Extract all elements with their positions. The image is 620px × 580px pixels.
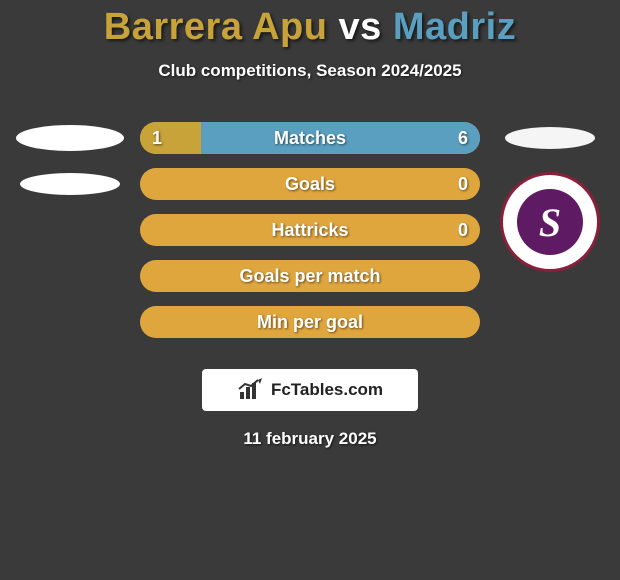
branding: FcTables.com [202,369,418,411]
bar-right-val: 0 [458,214,468,246]
subtitle: Club competitions, Season 2024/2025 [0,61,620,81]
bar-matches: 1 Matches 6 [140,122,480,154]
bar-label: Min per goal [140,306,480,338]
bar-label: Goals per match [140,260,480,292]
bar-hattricks: Hattricks 0 [140,214,480,246]
left-side [0,173,140,195]
branding-text: FcTables.com [271,380,383,400]
bar-right-val: 0 [458,168,468,200]
left-side [0,125,140,151]
left-mark-2 [20,173,120,195]
bar-goals: Goals 0 [140,168,480,200]
chart-icon [237,378,265,402]
club-emblem: S [500,172,600,272]
date-line: 11 february 2025 [0,429,620,449]
emblem-letter: S [539,199,561,246]
right-mark-upper [505,127,595,149]
bar-right-val: 6 [458,122,468,154]
bar-label: Goals [140,168,480,200]
title-vs: vs [327,6,392,48]
stat-row: Min per goal [0,299,620,345]
title-left: Barrera Apu [104,6,328,48]
page-title: Barrera Apu vs Madriz [0,0,620,49]
bar-label: Hattricks [140,214,480,246]
right-side [480,127,620,149]
club-emblem-inner: S [517,189,583,255]
title-right: Madriz [393,6,516,48]
bar-goals-per-match: Goals per match [140,260,480,292]
stat-row: 1 Matches 6 [0,115,620,161]
left-mark-1 [16,125,124,151]
bar-label: Matches [140,122,480,154]
bar-min-per-goal: Min per goal [140,306,480,338]
